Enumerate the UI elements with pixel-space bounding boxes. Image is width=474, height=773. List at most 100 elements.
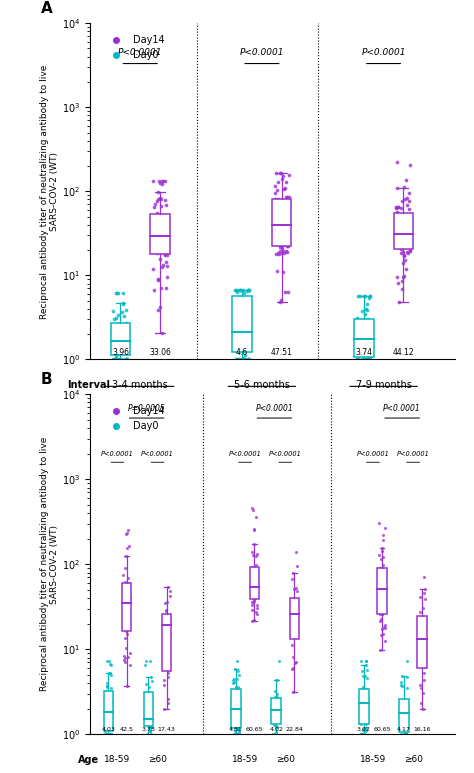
Point	[274, 247, 282, 259]
Point	[235, 683, 242, 696]
Point	[375, 594, 383, 606]
Point	[406, 217, 413, 230]
Point	[237, 284, 245, 296]
Point	[419, 630, 427, 642]
Point	[234, 681, 241, 693]
Text: P<0.0001: P<0.0001	[397, 451, 429, 457]
Text: P<0.0001: P<0.0001	[269, 451, 302, 457]
Point	[273, 196, 280, 209]
Point	[229, 674, 237, 686]
Point	[164, 697, 172, 710]
Point	[233, 673, 241, 685]
Point	[249, 571, 257, 584]
Point	[401, 700, 409, 712]
Point	[233, 710, 241, 722]
Point	[122, 608, 130, 621]
Point	[272, 673, 280, 686]
Point	[233, 703, 240, 715]
Point	[119, 297, 127, 309]
Point	[248, 598, 256, 611]
Point	[112, 342, 119, 354]
Point	[246, 353, 253, 366]
Point	[358, 335, 366, 347]
Point	[161, 226, 168, 239]
Point	[162, 220, 169, 232]
Point	[241, 329, 249, 341]
Point	[252, 586, 260, 598]
Point	[357, 655, 365, 667]
Point	[121, 326, 129, 339]
Point	[417, 633, 424, 645]
Point	[115, 287, 122, 299]
Point	[146, 681, 153, 693]
Point	[153, 236, 160, 248]
Point	[247, 577, 255, 589]
Point	[273, 707, 280, 720]
Point	[124, 594, 132, 606]
Point	[119, 569, 127, 581]
Point	[271, 711, 279, 724]
Point	[276, 296, 284, 308]
Point	[292, 657, 299, 669]
Point	[359, 724, 366, 736]
Point	[273, 248, 280, 261]
Point	[283, 204, 291, 216]
Text: Interval: Interval	[67, 380, 110, 390]
Text: ≥60: ≥60	[148, 754, 167, 764]
Point	[106, 667, 113, 679]
Point	[244, 353, 252, 366]
Point	[150, 284, 158, 296]
Point	[233, 722, 241, 734]
Point	[273, 167, 280, 179]
Point	[121, 613, 129, 625]
Point	[102, 685, 109, 697]
Point	[382, 522, 389, 534]
Point	[362, 659, 370, 672]
Point	[156, 176, 164, 189]
Point	[273, 688, 281, 700]
Point	[152, 199, 159, 211]
Point	[164, 220, 171, 232]
Point	[274, 216, 282, 229]
Point	[288, 610, 296, 622]
Point	[122, 322, 130, 335]
Point	[377, 553, 385, 565]
Point	[401, 728, 408, 741]
Text: P<0.0001: P<0.0001	[101, 451, 134, 457]
Point	[252, 586, 259, 598]
Point	[361, 696, 369, 709]
Point	[358, 689, 365, 701]
Point	[151, 229, 158, 241]
Point	[160, 621, 167, 634]
Point	[244, 353, 252, 366]
Point	[273, 196, 280, 209]
Point	[239, 301, 246, 313]
Point	[398, 237, 405, 249]
Point	[395, 232, 402, 244]
Point	[162, 619, 169, 632]
Text: P<0.0001: P<0.0001	[118, 49, 163, 57]
Point	[281, 214, 288, 226]
Point	[403, 246, 410, 258]
Point	[356, 345, 363, 357]
Point	[399, 670, 406, 683]
Point	[402, 728, 410, 741]
Point	[239, 353, 246, 366]
Point	[237, 307, 244, 319]
Point	[106, 689, 113, 701]
Point	[120, 609, 128, 621]
Point	[280, 169, 287, 182]
Point	[293, 622, 301, 635]
Point	[281, 183, 288, 196]
Bar	[231, 690, 241, 728]
Point	[289, 631, 297, 643]
Point	[284, 285, 292, 298]
Point	[400, 216, 407, 228]
Point	[119, 579, 127, 591]
Point	[359, 704, 367, 717]
Point	[361, 694, 368, 707]
Point	[145, 721, 153, 734]
Point	[398, 676, 405, 689]
Point	[142, 655, 150, 667]
Point	[401, 713, 409, 725]
